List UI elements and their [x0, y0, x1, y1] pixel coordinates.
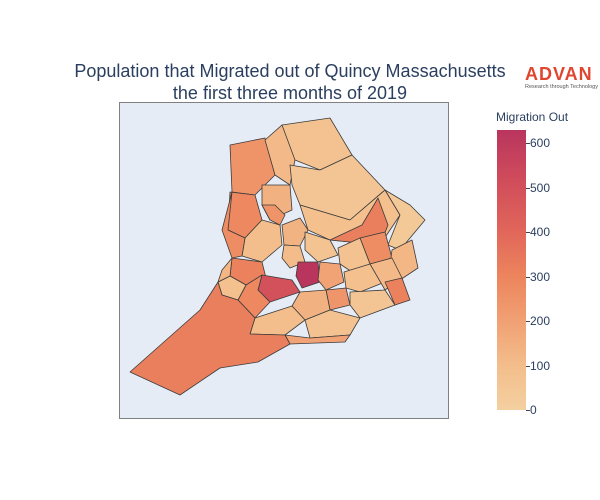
map-region[interactable]: [349, 289, 396, 319]
map-region[interactable]: [221, 191, 246, 259]
colorbar-tick-mark: [526, 276, 530, 278]
map-region[interactable]: [129, 281, 291, 396]
logo-tagline: Research through Technology: [525, 84, 598, 90]
colorbar-tick-mark: [526, 410, 530, 411]
advan-logo: ADVAN Research through Technology: [525, 64, 598, 90]
colorbar-tick-label: 0: [530, 403, 537, 417]
map-region[interactable]: [217, 257, 233, 283]
logo-wordmark: ADVAN: [525, 64, 593, 84]
colorbar-title: Migration Out: [496, 110, 569, 124]
colorbar-tick-mark: [526, 187, 530, 189]
colorbar-tick-mark: [526, 365, 530, 367]
colorbar-tick-label: 300: [530, 269, 551, 284]
map-region[interactable]: [261, 204, 286, 226]
colorbar-tick-label: 100: [530, 358, 551, 373]
map-region[interactable]: [317, 261, 345, 291]
colorbar-tick-label: 200: [530, 314, 551, 329]
colorbar-tick-label: 400: [530, 225, 551, 240]
map-region[interactable]: [384, 277, 411, 306]
colorbar-tick-label: 500: [530, 180, 551, 195]
map-title-line-2: the first three months of 2019: [172, 83, 408, 103]
colorbar-tick-mark: [526, 321, 530, 323]
map-region[interactable]: [304, 231, 339, 263]
map-region[interactable]: [281, 217, 309, 247]
map-title-line-1: Population that Migrated out of Quincy M…: [74, 61, 506, 81]
map-region[interactable]: [295, 261, 321, 289]
colorbar-tick-mark: [526, 232, 530, 234]
map-region[interactable]: [304, 309, 361, 339]
colorbar-gradient: [497, 130, 526, 410]
colorbar-tick-mark: [526, 143, 530, 145]
colorbar-tick-label: 600: [530, 136, 551, 151]
